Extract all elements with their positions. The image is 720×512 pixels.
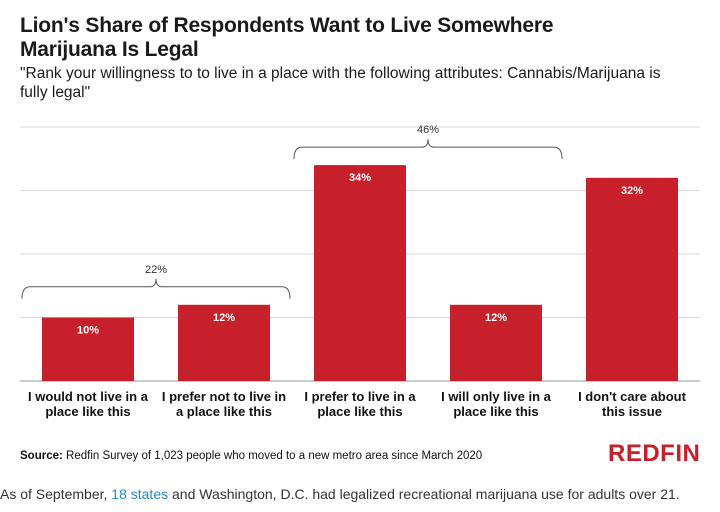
category-labels: I would not live in a place like this I pr… [28,389,687,419]
category-label: I prefer to live in a place like this [304,389,416,419]
category-label: I would not live in a place like this [28,389,149,419]
chart-card: Lion's Share of Respondents Want to Live… [20,14,701,467]
category-label: I will only live in a place like this [441,389,552,419]
bars: 10% 12% 34% 12% 32% [42,165,678,381]
bar-value-label: 12% [213,312,235,324]
bar-value-label: 34% [349,172,371,184]
states-link[interactable]: 18 states [111,486,169,502]
caption-before: As of September, [0,486,112,502]
bar [42,317,134,381]
caption: As of September, 18 states and Washingto… [0,486,720,502]
source-text: Redfin Survey of 1,023 people who moved … [62,450,483,462]
group-bracket [21,278,291,299]
group-total-label: 46% [417,124,439,136]
category-label: I don't care about this issue [578,389,686,419]
group-brackets: 22% 46% [21,124,563,299]
bar [178,304,270,381]
caption-after: and Washington, D.C. had legalized recre… [168,486,680,502]
group-total-label: 22% [145,264,167,276]
bar [450,304,542,381]
group-bracket [293,139,563,160]
bar-chart: 10% 12% 34% 12% 32% 22% 46% I would not live … [20,124,700,419]
bar-value-label: 32% [621,185,643,197]
source-note: Source: Redfin Survey of 1,023 people wh… [20,450,482,462]
source-prefix: Source: [20,450,63,462]
chart-subtitle: "Rank your willingness to to live in a p… [20,65,661,101]
category-label: I prefer not to live in a place like this [162,389,286,419]
redfin-logo: REDFIN [608,440,701,467]
bar-value-label: 10% [77,325,99,337]
bar [314,165,406,381]
chart-title: Lion's Share of Respondents Want to Live… [20,14,554,61]
bar-value-label: 12% [485,312,507,324]
bar [586,177,678,381]
